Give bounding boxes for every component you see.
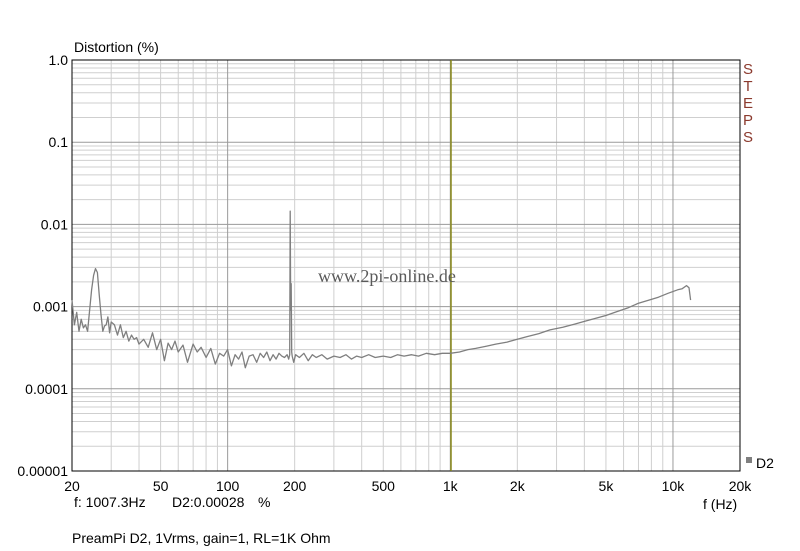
plot-frame — [71, 59, 741, 472]
x-tick-label: 50 — [153, 478, 169, 494]
y-tick-label: 0.1 — [49, 134, 69, 150]
steps-letter: E — [743, 95, 753, 112]
series-line-d2 — [71, 210, 692, 369]
y-tick-labels: 1.0 0.1 0.01 0.001 0.0001 0.00001 — [17, 52, 68, 479]
y-tick-label: 1.0 — [49, 52, 69, 68]
steps-letter: S — [743, 61, 753, 78]
x-tick-label: 2k — [510, 478, 526, 494]
steps-letter: T — [743, 78, 752, 95]
cursor-frequency-readout: f: 1007.3Hz — [74, 494, 146, 510]
x-tick-label: 20 — [64, 478, 80, 494]
watermark: www.2pi-online.de — [318, 266, 456, 286]
y-tick-label: 0.0001 — [25, 381, 68, 397]
x-tick-label: 1k — [443, 478, 459, 494]
x-tick-label: 100 — [216, 478, 240, 494]
chart-caption: PreamPi D2, 1Vrms, gain=1, RL=1K Ohm — [72, 530, 331, 546]
legend-swatch-d2 — [746, 457, 752, 463]
y-tick-label: 0.001 — [33, 299, 68, 315]
x-axis-label: f (Hz) — [703, 496, 737, 512]
cursor-unit-readout: % — [258, 494, 271, 510]
grid-minor — [72, 60, 740, 471]
y-axis-label: Distortion (%) — [74, 39, 159, 55]
steps-letter: S — [743, 129, 753, 146]
x-tick-labels: 20 50 100 200 500 1k 2k 5k 10k 20k — [64, 478, 752, 494]
x-tick-label: 5k — [599, 478, 615, 494]
cursor-d2-readout: D2:0.00028 — [172, 494, 245, 510]
x-tick-label: 500 — [372, 478, 396, 494]
steps-letter: P — [743, 112, 753, 129]
x-tick-label: 200 — [283, 478, 307, 494]
y-tick-label: 0.01 — [41, 216, 68, 232]
y-tick-label: 0.00001 — [17, 463, 68, 479]
x-tick-label: 10k — [662, 478, 686, 494]
legend-label-d2: D2 — [756, 455, 774, 471]
x-tick-label: 20k — [729, 478, 753, 494]
